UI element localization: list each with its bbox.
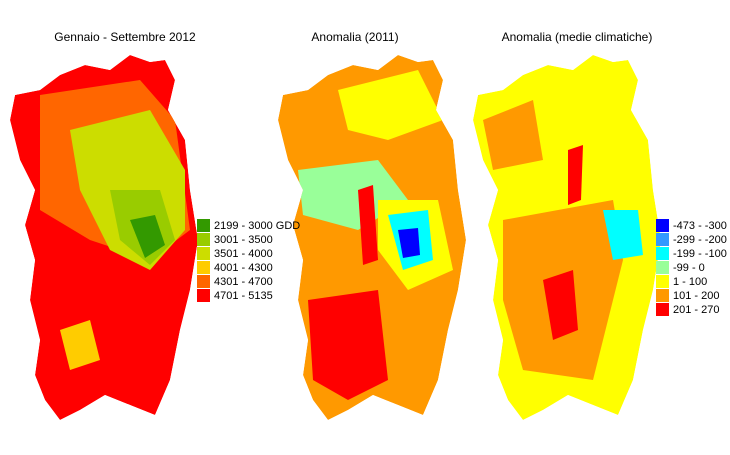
legend-label: 101 - 200 (673, 290, 719, 302)
legend-swatch (656, 219, 669, 232)
legend-swatch (656, 247, 669, 260)
legend-label: 4301 - 4700 (214, 276, 273, 288)
legend-swatch (197, 219, 210, 232)
legend-swatch (197, 261, 210, 274)
legend-label: 4001 - 4300 (214, 262, 273, 274)
legend-swatch (656, 289, 669, 302)
map-anomaly-2011 (278, 55, 466, 420)
map-gdd (10, 55, 198, 420)
legend-label: -199 - -100 (673, 248, 727, 260)
map-title: Gennaio - Settembre 2012 (54, 30, 196, 44)
legends: 2199 - 3000 GDD 3001 - 3500 3501 - 4000 400… (197, 219, 727, 316)
legend-swatch (656, 303, 669, 316)
legend-label: 1 - 100 (673, 276, 707, 288)
legend-swatch (197, 275, 210, 288)
legend-swatch (197, 233, 210, 246)
map-title: Anomalia (medie climatiche) (502, 30, 653, 44)
map-title: Anomalia (2011) (311, 30, 398, 44)
legend-swatch (197, 289, 210, 302)
map-anomaly-clim (473, 55, 661, 420)
legend-swatch (656, 261, 669, 274)
legend-label: 2199 - 3000 GDD (214, 220, 300, 232)
legend-label: -99 - 0 (673, 262, 705, 274)
legend-label: -299 - -200 (673, 234, 727, 246)
legend-swatch (656, 233, 669, 246)
legend-swatch (656, 275, 669, 288)
legend-swatch (197, 247, 210, 260)
legend-label: 201 - 270 (673, 304, 719, 316)
legend-label: 3501 - 4000 (214, 248, 273, 260)
legend-label: 4701 - 5135 (214, 290, 273, 302)
legend-label: 3001 - 3500 (214, 234, 273, 246)
legend-label: -473 - -300 (673, 220, 727, 232)
